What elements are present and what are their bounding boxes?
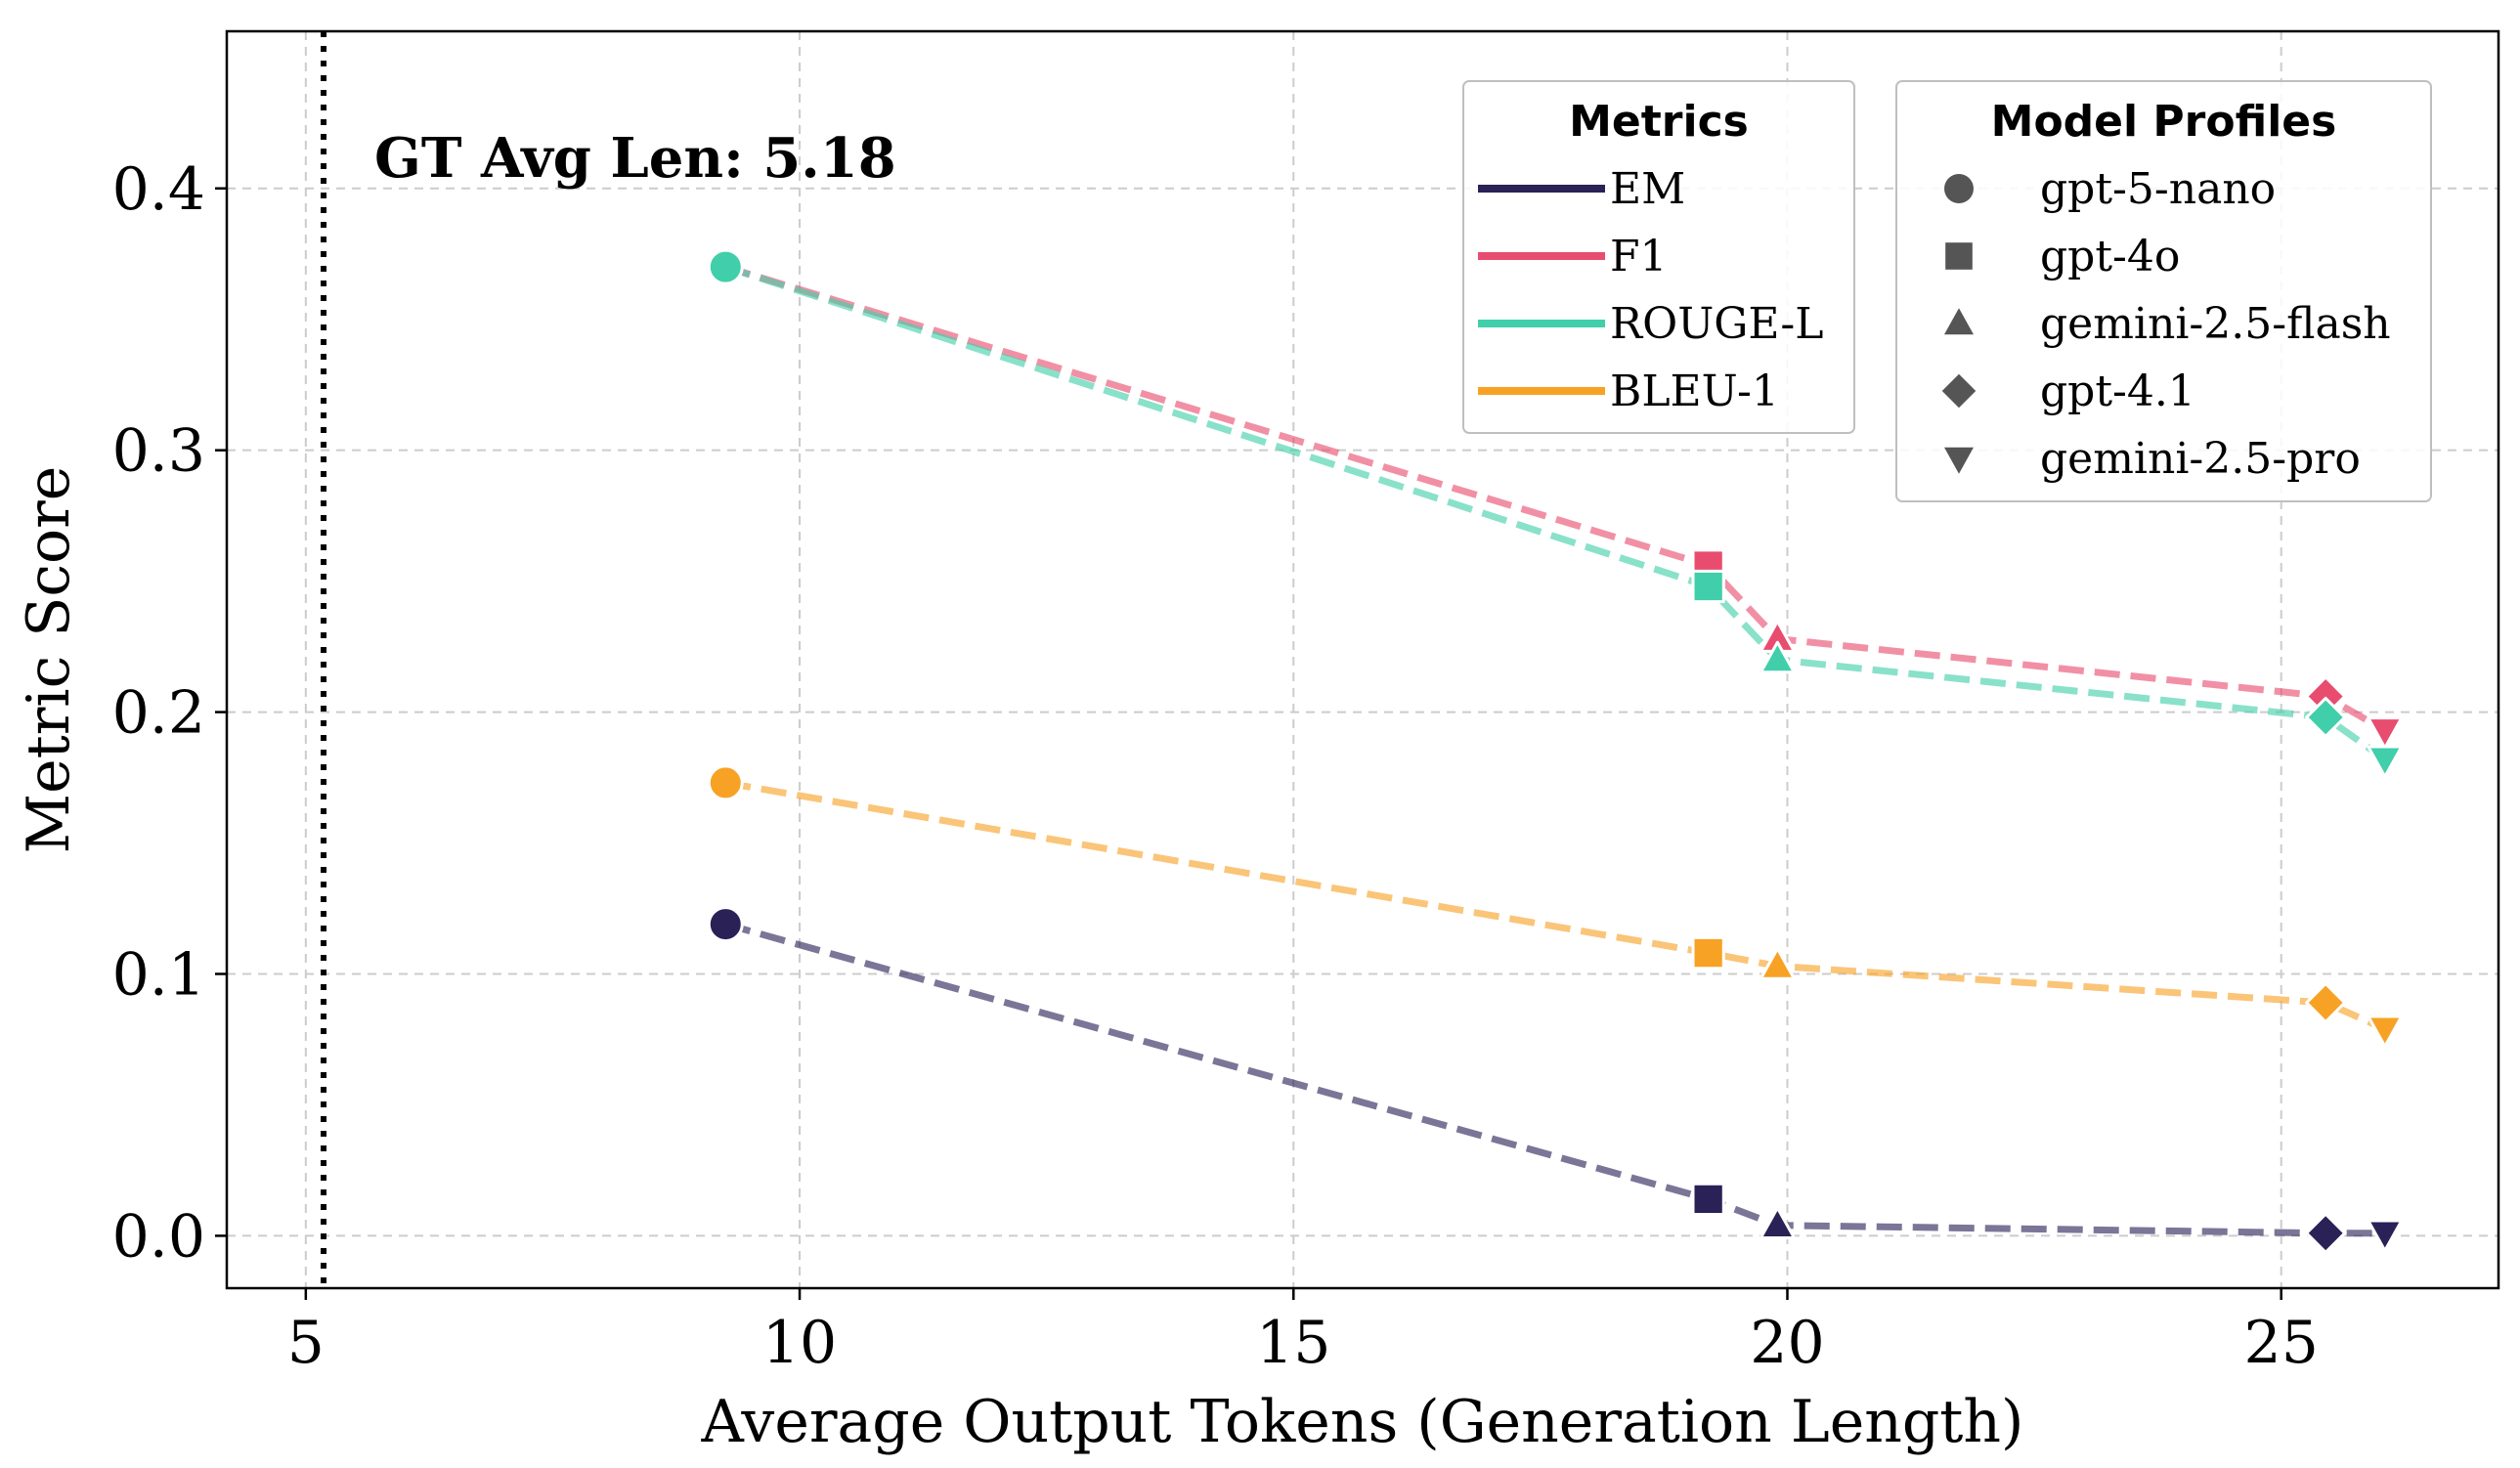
legend-metrics-box: [1462, 80, 1855, 434]
legend-metrics: Metrics EM F1 ROUGE-L BLEU-1: [1462, 80, 1855, 434]
data-point-f1-gemini-2-5-pro: [2367, 716, 2404, 750]
y-tick-label: 0.4: [112, 155, 205, 224]
y-tick-label: 0.3: [112, 417, 205, 486]
legend-label-gpt-4o: gpt-4o: [2040, 232, 2180, 281]
legend-model-profiles-title: Model Profiles: [1991, 97, 2337, 147]
data-point-bleu-1-gpt-4-1: [2305, 981, 2347, 1024]
legend-label-f1: F1: [1610, 232, 1668, 281]
x-tick-label: 15: [1256, 1309, 1330, 1377]
x-tick-label: 25: [2244, 1309, 2319, 1377]
legend-model-profiles-box: [1895, 80, 2432, 502]
legend-label-em: EM: [1610, 164, 1685, 214]
y-tick-label: 0.1: [112, 941, 205, 1010]
legend-metrics-title: Metrics: [1569, 97, 1749, 147]
x-tick-label: 5: [287, 1309, 325, 1377]
x-tick-label: 20: [1750, 1309, 1824, 1377]
data-point-rouge-l-gpt-4o: [1691, 569, 1725, 604]
y-tick-label: 0.0: [112, 1202, 205, 1271]
legend-marker-gpt-4-1: [1941, 373, 1977, 409]
series-markers: [707, 248, 2404, 1254]
legend-label-bleu-1: BLEU-1: [1610, 367, 1779, 416]
data-point-rouge-l-gpt-5-nano: [707, 248, 744, 285]
x-axis-label: Average Output Tokens (Generation Length…: [701, 1388, 2024, 1456]
x-tick-label: 10: [762, 1309, 837, 1377]
series-line-em: [724, 921, 2385, 1237]
data-point-em-gemini-2-5-pro: [2367, 1219, 2404, 1253]
data-point-em-gemini-2-5-flash: [1759, 1206, 1796, 1239]
y-axis-label: Metric Score: [15, 466, 83, 854]
legend-marker-gemini-2-5-pro: [1944, 447, 1974, 474]
legend-label-gpt-4-1: gpt-4.1: [2040, 367, 2195, 416]
legend-label-gemini-2-5-pro: gemini-2.5-pro: [2040, 434, 2361, 484]
legend-marker-gpt-4o: [1945, 242, 1973, 270]
data-point-em-gpt-4-1: [2305, 1212, 2347, 1254]
gt-avg-length-annotation: GT Avg Len: 5.18: [374, 126, 896, 191]
legend-marker-gpt-5-nano: [1944, 174, 1974, 203]
data-point-bleu-1-gemini-2-5-flash: [1759, 947, 1796, 980]
data-point-bleu-1-gpt-5-nano: [707, 764, 744, 801]
data-point-em-gpt-4o: [1691, 1182, 1725, 1217]
y-tick-label: 0.2: [112, 679, 205, 748]
axis-ticks: 5 10 15 20 25 0.0 0.1 0.2 0.3 0.4: [112, 155, 2319, 1377]
legend-marker-gemini-2-5-flash: [1944, 308, 1974, 335]
reference-layer: GT Avg Len: 5.18: [321, 31, 896, 1288]
plot-area-frame: [225, 29, 2500, 1290]
data-point-rouge-l-gpt-4-1: [2305, 696, 2347, 738]
legend-label-rouge-l: ROUGE-L: [1610, 299, 1823, 349]
data-point-rouge-l-gemini-2-5-flash: [1759, 640, 1796, 674]
data-point-rouge-l-gemini-2-5-pro: [2367, 745, 2404, 779]
data-point-em-gpt-5-nano: [707, 906, 744, 943]
data-point-bleu-1-gpt-4o: [1691, 935, 1725, 971]
legend-label-gpt-5-nano: gpt-5-nano: [2040, 164, 2276, 214]
legend-label-gemini-2-5-flash: gemini-2.5-flash: [2040, 299, 2391, 349]
legend-model-profiles: Model Profiles gpt-5-nano gpt-4o gemini-2.…: [1895, 80, 2432, 502]
data-point-bleu-1-gemini-2-5-pro: [2367, 1015, 2404, 1049]
